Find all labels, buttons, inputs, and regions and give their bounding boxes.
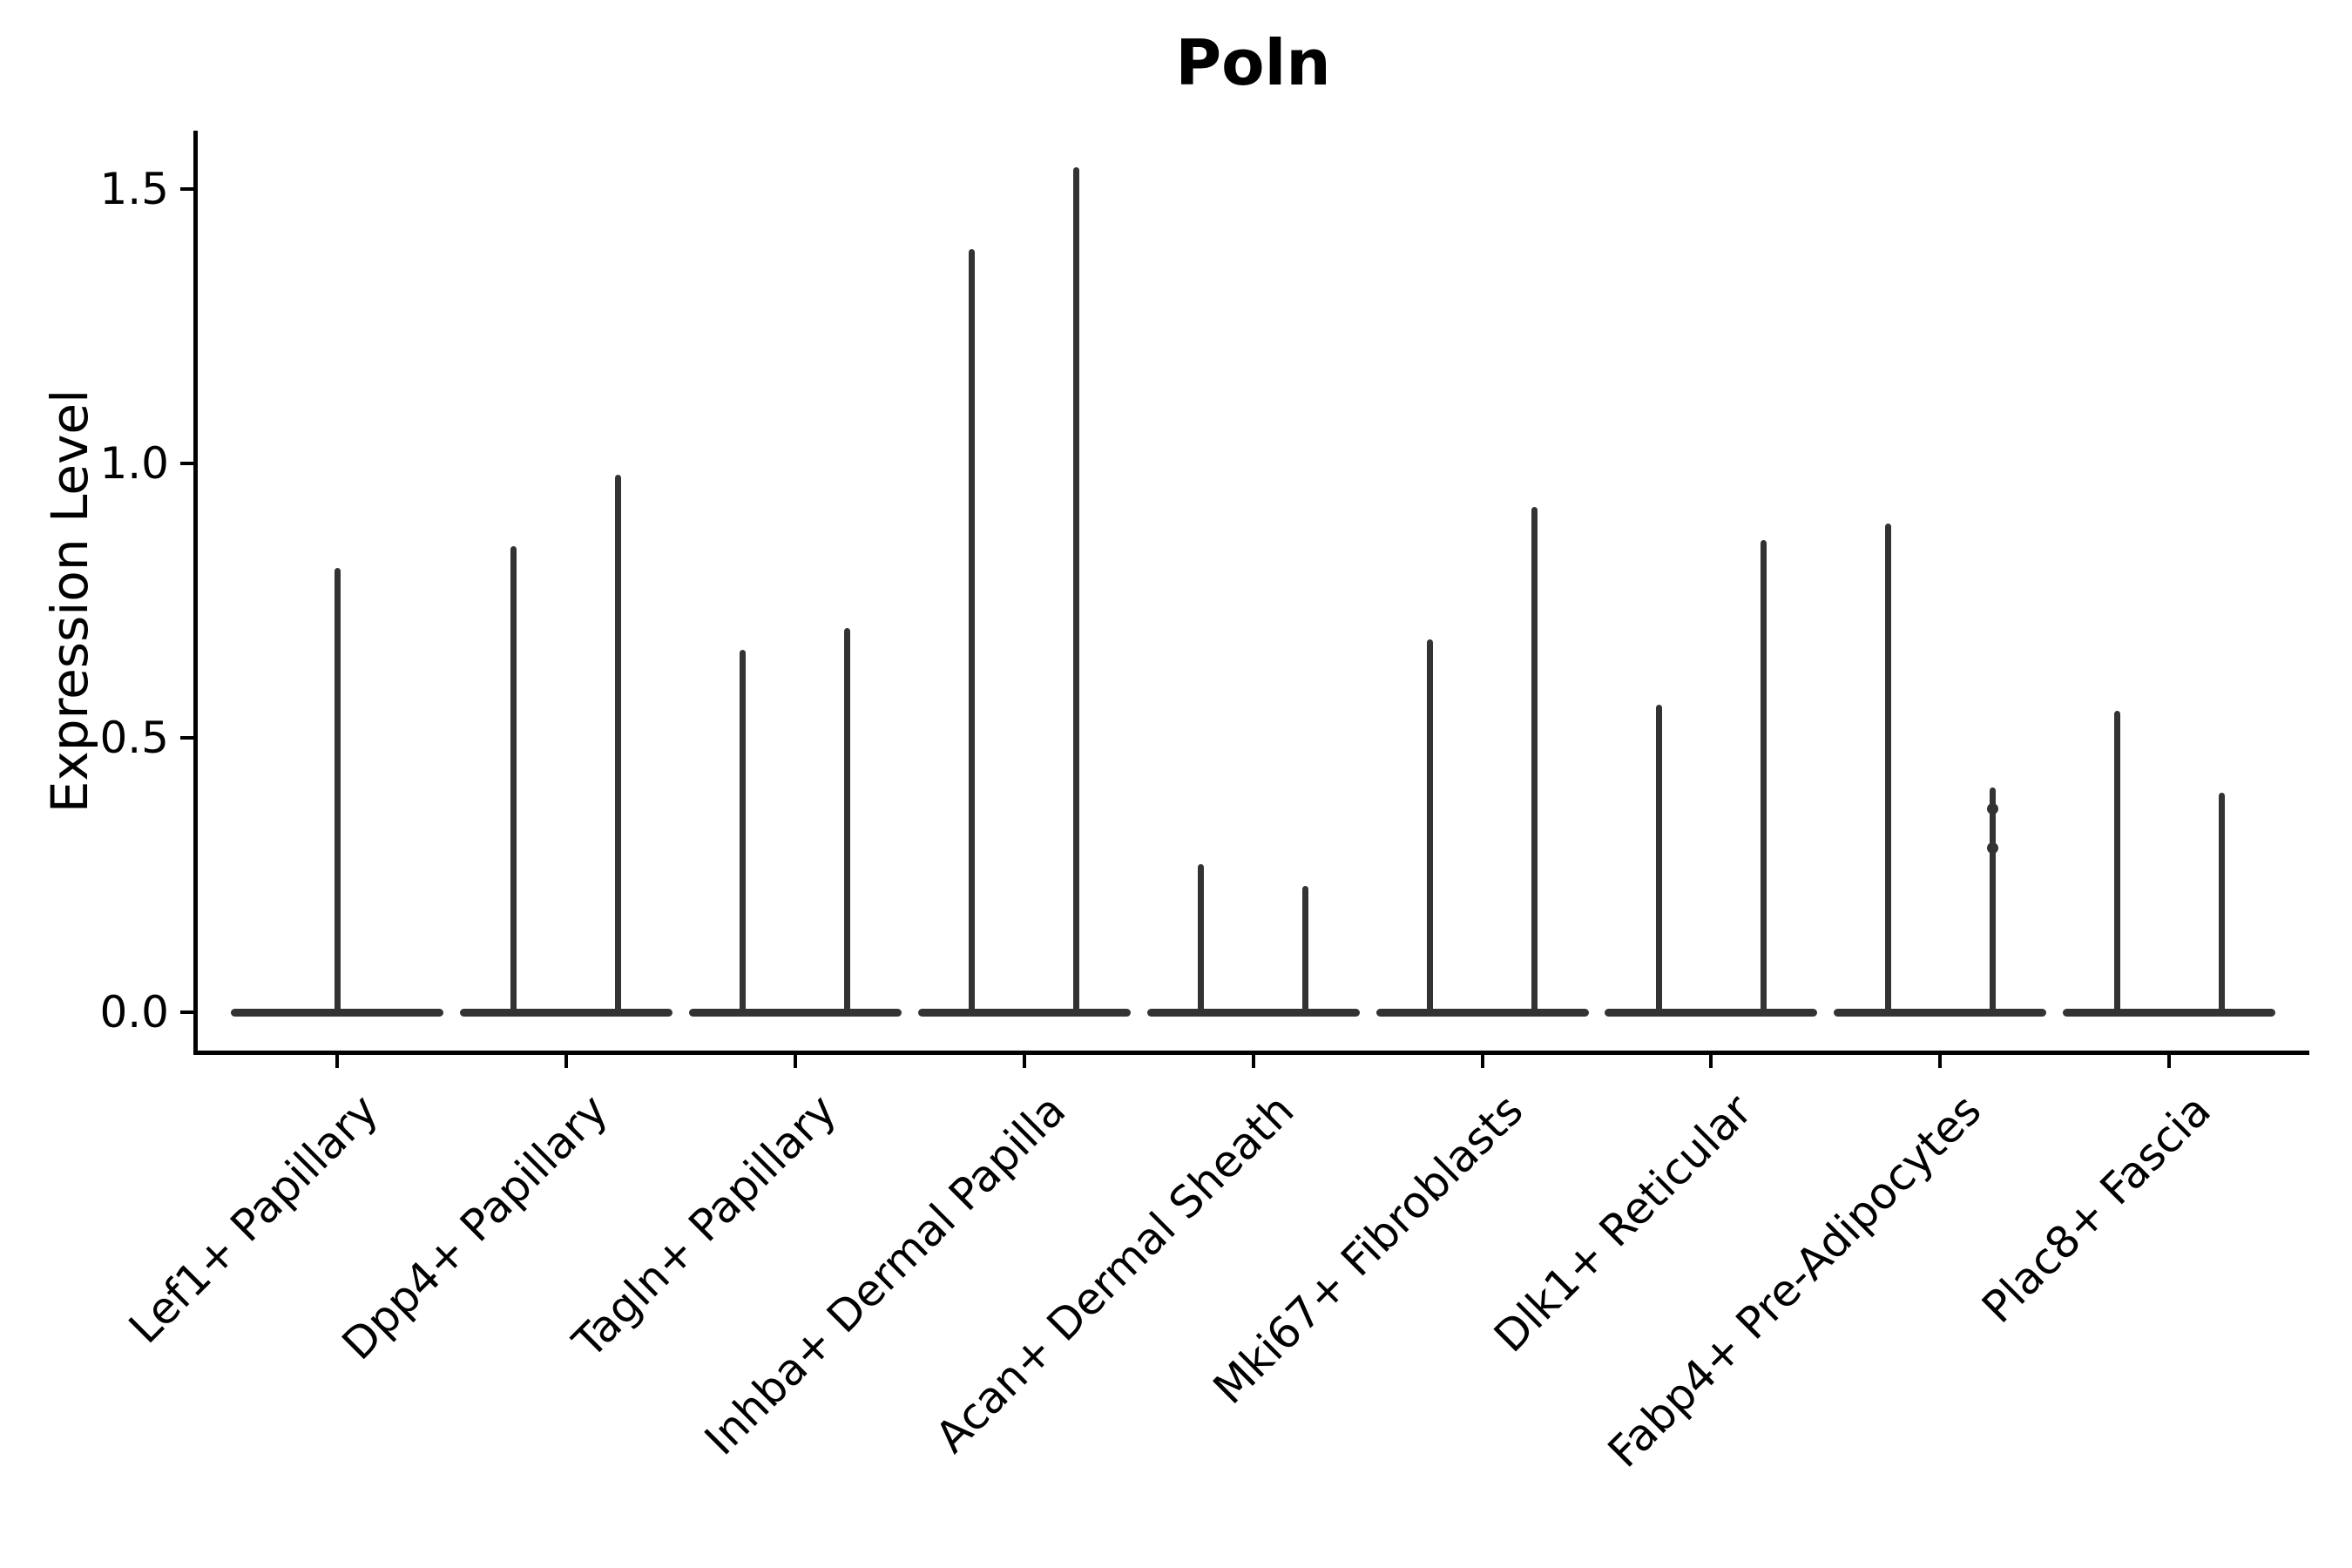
violin-spike: [740, 650, 747, 1016]
violin-knot: [1986, 841, 1998, 854]
y-tick-label: 0.5: [99, 713, 169, 763]
x-tick-label: Fabp4+ Pre-Adipocytes: [1598, 1085, 1991, 1477]
violin-baseline: [688, 1008, 902, 1017]
x-tick-mark: [2167, 1055, 2172, 1068]
x-tick-mark: [1251, 1055, 1255, 1068]
x-tick-mark: [1709, 1055, 1713, 1068]
violin-spike: [615, 474, 622, 1016]
violin-spike: [1427, 639, 1433, 1016]
y-tick-label: 1.5: [99, 164, 169, 214]
violin-baseline: [2063, 1008, 2276, 1017]
violin-knot: [1986, 803, 1998, 815]
violin-spike: [2218, 793, 2225, 1016]
violin-spike: [1302, 886, 1309, 1016]
y-tick-mark: [180, 462, 193, 465]
violin-spike: [1198, 863, 1205, 1016]
violin-baseline: [1834, 1008, 2047, 1017]
violin-baseline: [1605, 1008, 1818, 1017]
violin-baseline: [917, 1008, 1131, 1017]
x-tick-mark: [1938, 1055, 1943, 1068]
violin-baseline: [1146, 1008, 1360, 1017]
x-axis-spine: [193, 1051, 2309, 1055]
violin-spike: [334, 567, 341, 1016]
x-tick-mark: [1022, 1055, 1026, 1068]
violin-spike: [1884, 524, 1891, 1016]
violin-spike: [510, 545, 517, 1016]
violin-spike: [969, 249, 976, 1016]
x-tick-label: Lef1+ Papillary: [119, 1085, 389, 1354]
violin-spike: [1073, 166, 1080, 1016]
x-tick-label: Plac8+ Fascia: [1971, 1085, 2220, 1334]
violin-baseline: [1375, 1008, 1589, 1017]
x-tick-mark: [335, 1055, 339, 1068]
y-axis-spine: [193, 131, 198, 1055]
violin-spike: [1989, 787, 1996, 1016]
x-tick-mark: [564, 1055, 568, 1068]
chart-title: Poln: [1175, 26, 1331, 99]
y-tick-mark: [180, 187, 193, 191]
y-tick-mark: [180, 736, 193, 740]
violin-spike: [1760, 540, 1767, 1016]
violin-spike: [2113, 710, 2120, 1016]
x-tick-mark: [793, 1055, 797, 1068]
violin-spike: [844, 628, 851, 1016]
y-tick-label: 0.0: [99, 987, 169, 1037]
x-tick-mark: [1480, 1055, 1484, 1068]
violin-baseline: [459, 1008, 672, 1017]
violin-spike: [1531, 507, 1538, 1016]
y-tick-mark: [180, 1010, 193, 1014]
violin-spike: [1655, 705, 1662, 1016]
y-tick-label: 1.0: [99, 438, 169, 489]
